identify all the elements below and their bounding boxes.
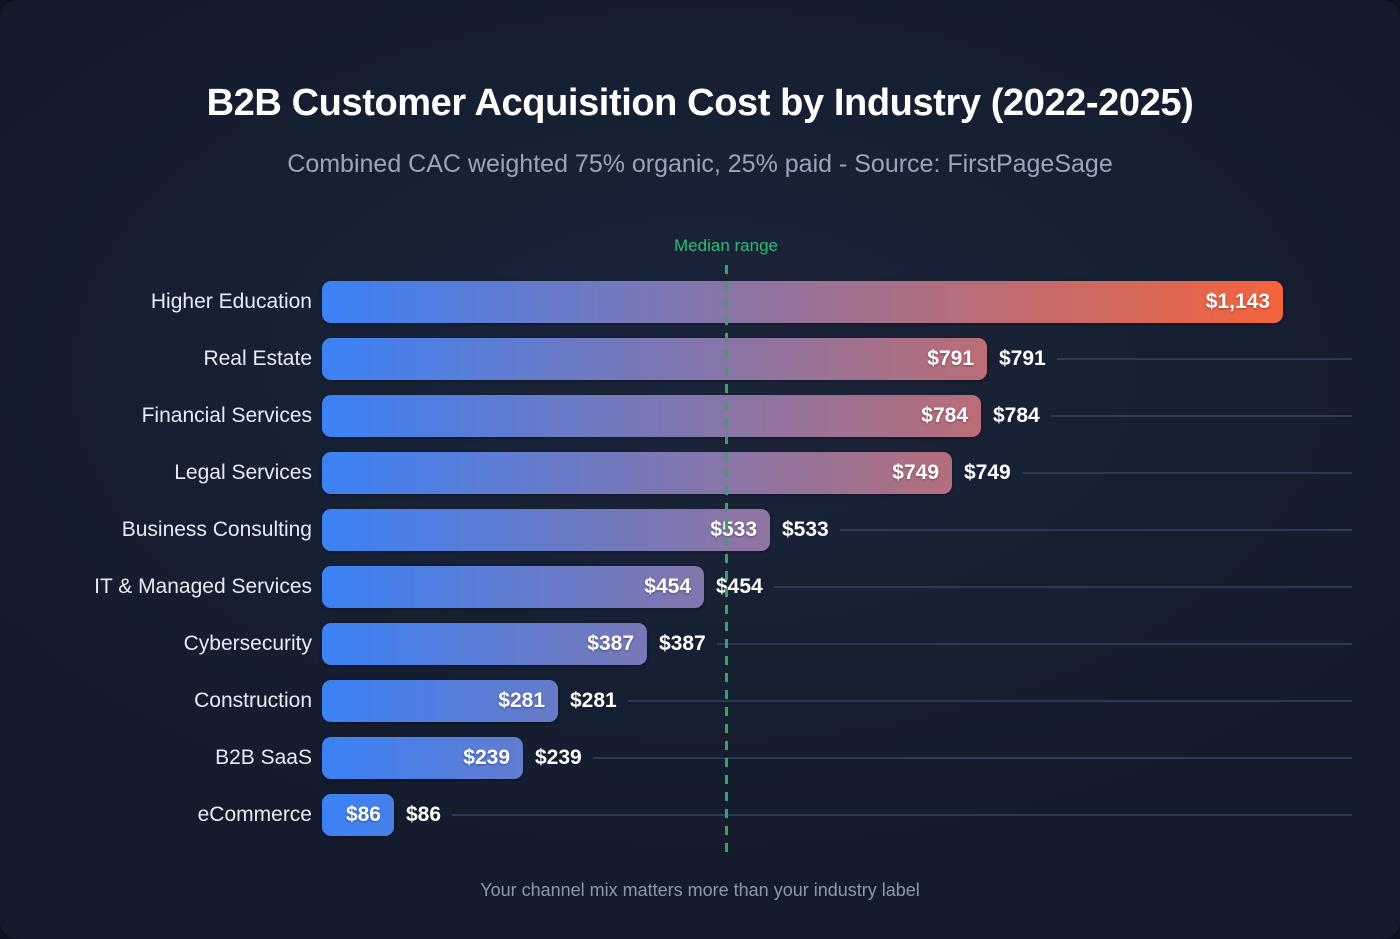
category-label: eCommerce	[197, 802, 312, 826]
bar-value-inside: $791	[927, 346, 974, 370]
category-label: Business Consulting	[121, 517, 312, 541]
row-gridline	[774, 586, 1352, 588]
bar-container: $1,143	[322, 273, 1283, 330]
bar-value-inside: $784	[921, 403, 968, 427]
chart-footnote: Your channel mix matters more than your …	[480, 880, 920, 900]
bar-row: Legal Services $749 $749	[0, 444, 1400, 501]
median-range-line	[725, 265, 728, 855]
median-range-label: Median range	[674, 236, 778, 255]
bar[interactable]: $454	[322, 565, 704, 608]
bar[interactable]: $749	[322, 451, 952, 494]
category-label: Construction	[194, 688, 312, 712]
row-gridline	[452, 814, 1352, 816]
bar[interactable]: $784	[322, 394, 981, 437]
row-gridline	[628, 700, 1352, 702]
bar-value-inside: $454	[644, 574, 691, 598]
bar-value-outside: $86	[406, 802, 442, 826]
bar-value-outside: $749	[964, 460, 1011, 484]
bar[interactable]: $533	[322, 508, 770, 551]
bar-container: $454	[322, 558, 704, 615]
row-gridline	[717, 643, 1352, 645]
bar-value-outside: $239	[535, 745, 582, 769]
bar-container: $387	[322, 615, 647, 672]
category-label: Real Estate	[203, 346, 312, 370]
bar-container: $281	[322, 672, 558, 729]
row-gridline	[1022, 472, 1352, 474]
bar-container: $784	[322, 387, 981, 444]
category-label: Financial Services	[141, 403, 312, 427]
bar-container: $749	[322, 444, 952, 501]
bar[interactable]: $791	[322, 337, 987, 380]
bar-container: $239	[322, 729, 523, 786]
bar-row: Cybersecurity $387 $387	[0, 615, 1400, 672]
category-label: IT & Managed Services	[94, 574, 312, 598]
bar-value-outside: $281	[570, 688, 617, 712]
bar-value-outside: $387	[659, 631, 706, 655]
row-gridline	[593, 757, 1352, 759]
bar-container: $86	[322, 786, 394, 843]
bar-row: Financial Services $784 $784	[0, 387, 1400, 444]
bar-row: IT & Managed Services $454 $454	[0, 558, 1400, 615]
bar-value-outside: $454	[716, 574, 763, 598]
bar[interactable]: $86	[322, 793, 394, 836]
bar-row: Business Consulting $533 $533	[0, 501, 1400, 558]
bar-value-inside: $1,143	[1205, 289, 1270, 313]
bar-value-outside: $533	[782, 517, 829, 541]
bar-value-inside: $749	[892, 460, 939, 484]
bar-value-inside: $533	[710, 517, 757, 541]
bar-container: $791	[322, 330, 987, 387]
row-gridline	[840, 529, 1352, 531]
page-title: B2B Customer Acquisition Cost by Industr…	[206, 82, 1194, 124]
bar-value-outside: $784	[993, 403, 1040, 427]
chart-subtitle: Combined CAC weighted 75% organic, 25% p…	[287, 150, 1113, 178]
category-label: B2B SaaS	[215, 745, 312, 769]
bar-row: eCommerce $86 $86	[0, 786, 1400, 843]
bar-row: Higher Education $1,143	[0, 273, 1400, 330]
bar-row: Construction $281 $281	[0, 672, 1400, 729]
bar[interactable]: $239	[322, 736, 523, 779]
bar-value-inside: $281	[498, 688, 545, 712]
bar-row: B2B SaaS $239 $239	[0, 729, 1400, 786]
bar[interactable]: $1,143	[322, 280, 1283, 323]
bar-value-inside: $387	[587, 631, 634, 655]
row-gridline	[1051, 415, 1352, 417]
bar-value-inside: $86	[345, 802, 381, 826]
bar-container: $533	[322, 501, 770, 558]
row-gridline	[1057, 358, 1352, 360]
category-label: Higher Education	[150, 289, 312, 313]
bar-row: Real Estate $791 $791	[0, 330, 1400, 387]
bar-value-outside: $791	[999, 346, 1046, 370]
category-label: Cybersecurity	[183, 631, 312, 655]
category-label: Legal Services	[174, 460, 312, 484]
bar-value-inside: $239	[463, 745, 510, 769]
bar[interactable]: $387	[322, 622, 647, 665]
bar[interactable]: $281	[322, 679, 558, 722]
chart-plot-area: Median range Higher Education $1,143 Real …	[0, 225, 1400, 865]
